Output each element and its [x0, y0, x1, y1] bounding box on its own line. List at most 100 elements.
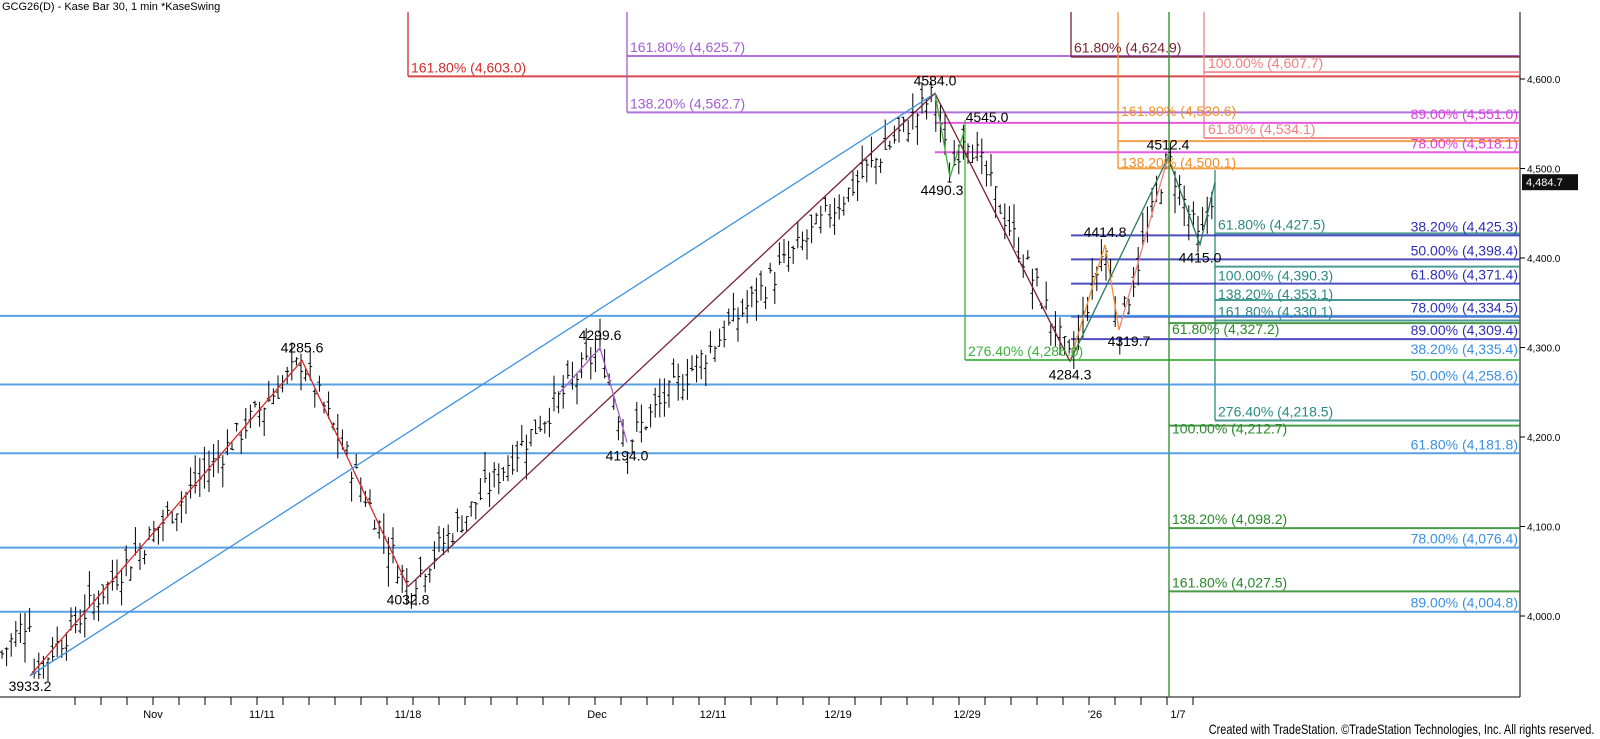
- price-bar: [73, 606, 78, 634]
- price-bar: [409, 593, 414, 609]
- price-bar: [69, 607, 73, 631]
- price-bar: [901, 116, 906, 133]
- price-bar: [303, 367, 308, 382]
- price-bar: [271, 388, 276, 405]
- y-tick-label: 4,200.0: [1527, 433, 1561, 444]
- price-bar: [846, 187, 851, 203]
- price-bar: [726, 308, 731, 326]
- y-tick-label: 4,000.0: [1527, 612, 1561, 623]
- x-tick-label: 12/29: [953, 709, 981, 721]
- price-bar: [759, 270, 763, 301]
- price-bar: [469, 501, 474, 517]
- price-bar: [892, 125, 897, 144]
- price-bar: [552, 375, 556, 412]
- price-bar: [754, 277, 759, 321]
- price-bar: [772, 271, 777, 304]
- price-bar: [510, 444, 515, 475]
- price-bar: [156, 526, 161, 545]
- price-bar: [345, 441, 349, 455]
- price-bar: [805, 229, 809, 260]
- price-bar: [542, 421, 547, 434]
- price-bar: [483, 452, 487, 483]
- price-bar: [1025, 250, 1030, 260]
- price-bar: [855, 170, 860, 202]
- price-bar: [662, 378, 667, 417]
- swing-label: 4032.8: [387, 592, 430, 608]
- price-bar: [1067, 339, 1072, 354]
- price-bar: [616, 416, 621, 441]
- price-bar: [648, 403, 653, 428]
- price-bar: [786, 240, 791, 272]
- price-bar: [404, 568, 409, 606]
- price-bar: [561, 375, 566, 409]
- price-bar: [529, 429, 533, 447]
- price-bar: [46, 657, 50, 682]
- price-bar: [1012, 204, 1016, 248]
- price-bar: [492, 462, 497, 488]
- price-bar: [391, 527, 395, 564]
- x-tick-label: Dec: [587, 709, 607, 721]
- price-bar: [1196, 216, 1200, 253]
- price-bar: [317, 375, 322, 392]
- price-bar: [1191, 201, 1196, 229]
- price-bar: [1090, 258, 1095, 300]
- price-bar: [699, 349, 704, 380]
- price-bar: [101, 584, 106, 605]
- price-bar: [791, 245, 796, 264]
- fib-level-label: 89.00% (4,004.8): [1411, 595, 1518, 611]
- x-tick-label: 1/7: [1170, 709, 1185, 721]
- fib-level-label: 276.40% (4,218.5): [1218, 403, 1333, 419]
- price-bar: [119, 568, 124, 606]
- price-bar: [478, 478, 483, 501]
- y-tick-label: 4,100.0: [1527, 523, 1561, 534]
- fib-lines: [0, 12, 1520, 697]
- fib-level-label: 276.40% (4,286.0): [968, 343, 1083, 359]
- swing-label: 4285.6: [281, 339, 324, 355]
- price-bar: [64, 632, 69, 661]
- price-bar: [966, 143, 970, 164]
- fib-level-label: 100.00% (4,607.7): [1208, 55, 1323, 71]
- price-bar: [161, 509, 165, 542]
- swing-line-blue: [29, 92, 936, 677]
- price-bar: [929, 81, 934, 103]
- price-bar: [193, 455, 198, 494]
- price-bar: [671, 358, 676, 378]
- price-bar: [1136, 246, 1141, 286]
- price-bar: [82, 594, 87, 638]
- price-bar: [1182, 185, 1187, 226]
- fib-level-label: 161.80% (4,625.7): [630, 39, 745, 55]
- price-bar: [455, 508, 460, 533]
- price-bar: [165, 501, 170, 518]
- price-bar: [653, 387, 658, 418]
- price-bar: [598, 318, 602, 351]
- price-bar: [961, 124, 966, 160]
- price-bar: [1117, 337, 1122, 355]
- price-bar: [745, 290, 750, 324]
- price-bar: [749, 285, 754, 308]
- fib-group: [1117, 12, 1520, 170]
- price-bar: [285, 366, 290, 384]
- price-bar: [975, 131, 980, 162]
- price-bar: [795, 221, 800, 249]
- price-bar: [823, 196, 828, 212]
- price-bar: [243, 408, 248, 439]
- price-bar: [418, 556, 423, 578]
- price-bar: [667, 380, 671, 408]
- y-tick-label: 4,600.0: [1527, 75, 1561, 86]
- fib-level-label: 38.20% (4,425.3): [1411, 218, 1518, 234]
- fib-level-label: 161.80% (4,530.6): [1121, 103, 1236, 119]
- fib-level-label: 61.80% (4,371.4): [1411, 267, 1518, 283]
- last-price-label: 4,484.7: [1526, 177, 1563, 189]
- price-bar: [685, 358, 690, 400]
- price-bar: [634, 401, 639, 432]
- price-bar: [1007, 206, 1012, 237]
- price-bar: [740, 298, 745, 317]
- price-bar: [179, 491, 184, 523]
- x-tick-label: '26: [1088, 709, 1102, 721]
- price-bar: [897, 116, 901, 143]
- price-bar: [832, 197, 837, 235]
- price-bar: [588, 346, 593, 380]
- price-bar: [1044, 281, 1049, 310]
- price-bar: [27, 607, 32, 632]
